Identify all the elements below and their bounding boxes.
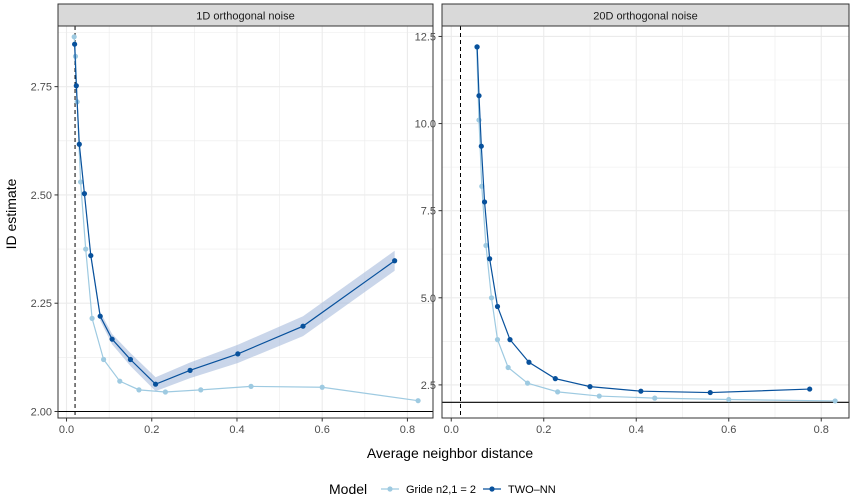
data-point-gride: [83, 246, 89, 252]
data-point-two-nn: [526, 359, 532, 365]
y-tick-label: 2.5: [421, 380, 436, 392]
legend-title: Model: [329, 481, 367, 497]
x-tick-label: 0.4: [629, 424, 644, 436]
data-point-gride: [415, 398, 421, 404]
legend-label-gride: Gride n2,1 = 2: [406, 484, 476, 496]
data-point-two-nn: [88, 252, 94, 259]
y-tick-label: 5.0: [421, 293, 436, 305]
data-point-two-nn: [494, 303, 501, 310]
data-point-two-nn: [707, 389, 713, 396]
data-point-gride: [555, 389, 561, 395]
panel-1d-orthogonal-noise: 1D orthogonal noise 0.0 0.2 0.4 0.6 0.8 2.00 2.…: [31, 3, 434, 436]
data-point-two-nn: [76, 141, 82, 147]
data-point-two-nn: [552, 376, 558, 382]
x-tick-label: 0.6: [721, 424, 736, 436]
data-point-gride: [505, 364, 511, 371]
data-point-gride: [832, 398, 838, 404]
data-point-gride: [726, 396, 732, 403]
data-point-gride: [136, 387, 142, 393]
data-point-two-nn: [235, 351, 241, 357]
data-point-two-nn: [73, 83, 79, 89]
data-point-two-nn: [476, 93, 482, 99]
data-point-two-nn: [481, 199, 488, 205]
x-tick-label: 0.0: [59, 424, 74, 436]
x-tick-label: 0.4: [229, 424, 244, 436]
data-point-two-nn: [474, 44, 480, 50]
data-point-gride: [89, 315, 95, 321]
data-point-gride: [101, 356, 107, 363]
y-tick-label: 2.50: [31, 190, 52, 202]
legend-key-gride: [381, 486, 399, 492]
legend-key-two-nn: [483, 486, 501, 492]
y-tick-label: 2.25: [31, 298, 52, 310]
x-tick-label: 0.8: [814, 424, 829, 436]
panel-20d-orthogonal-noise: 20D orthogonal noise 0.0 0.2 0.4 0.6 0.8 2.5 5.…: [415, 3, 850, 436]
data-point-gride: [483, 242, 489, 249]
x-tick-label: 0.6: [315, 424, 330, 436]
data-point-gride: [596, 393, 602, 399]
data-point-gride: [524, 380, 531, 386]
data-point-two-nn: [807, 386, 813, 392]
data-point-two-nn: [587, 384, 593, 390]
data-point-two-nn: [81, 191, 88, 197]
data-point-two-nn: [97, 313, 103, 319]
data-point-two-nn: [109, 336, 115, 342]
data-point-gride: [162, 389, 168, 395]
data-point-gride: [117, 378, 123, 384]
data-point-gride: [476, 117, 482, 123]
legend: Model Gride n2,1 = 2 TWO–NN: [329, 481, 556, 497]
data-point-two-nn: [392, 258, 398, 264]
y-tick-label: 7.5: [421, 206, 436, 218]
facet-strip: [441, 3, 850, 27]
data-point-two-nn: [72, 41, 78, 47]
x-tick-label: 0.2: [144, 424, 159, 436]
data-point-gride: [488, 295, 495, 301]
y-axis-label: ID estimate: [3, 178, 19, 249]
data-point-two-nn: [127, 356, 134, 363]
facet-strip-title: 1D orthogonal noise: [196, 11, 294, 23]
data-point-two-nn: [478, 143, 484, 149]
y-tick-label: 12.5: [415, 31, 436, 43]
y-tick-label: 2.00: [31, 407, 52, 419]
x-tick-label: 0.2: [536, 424, 551, 436]
data-point-gride: [319, 384, 325, 390]
x-axis-label: Average neighbor distance: [367, 445, 534, 461]
y-tick-label: 2.75: [31, 82, 52, 94]
legend-label-two-nn: TWO–NN: [508, 484, 556, 496]
data-point-two-nn: [638, 388, 644, 394]
data-point-two-nn: [507, 337, 513, 343]
x-tick-label: 0.0: [444, 424, 459, 436]
x-tick-label: 0.8: [400, 424, 415, 436]
data-point-gride: [198, 387, 204, 393]
y-tick-label: 10.0: [415, 119, 436, 131]
facet-strip-title: 20D orthogonal noise: [593, 11, 698, 23]
data-point-gride: [77, 179, 84, 185]
data-point-gride: [248, 383, 254, 389]
data-point-two-nn: [152, 381, 159, 387]
data-point-two-nn: [487, 256, 493, 262]
data-point-gride: [71, 34, 77, 40]
facet-strip: [57, 3, 434, 27]
panel-background: [442, 26, 849, 418]
data-point-two-nn: [187, 367, 193, 373]
data-point-gride: [494, 337, 501, 343]
data-point-gride: [652, 395, 658, 401]
data-point-two-nn: [300, 323, 306, 329]
